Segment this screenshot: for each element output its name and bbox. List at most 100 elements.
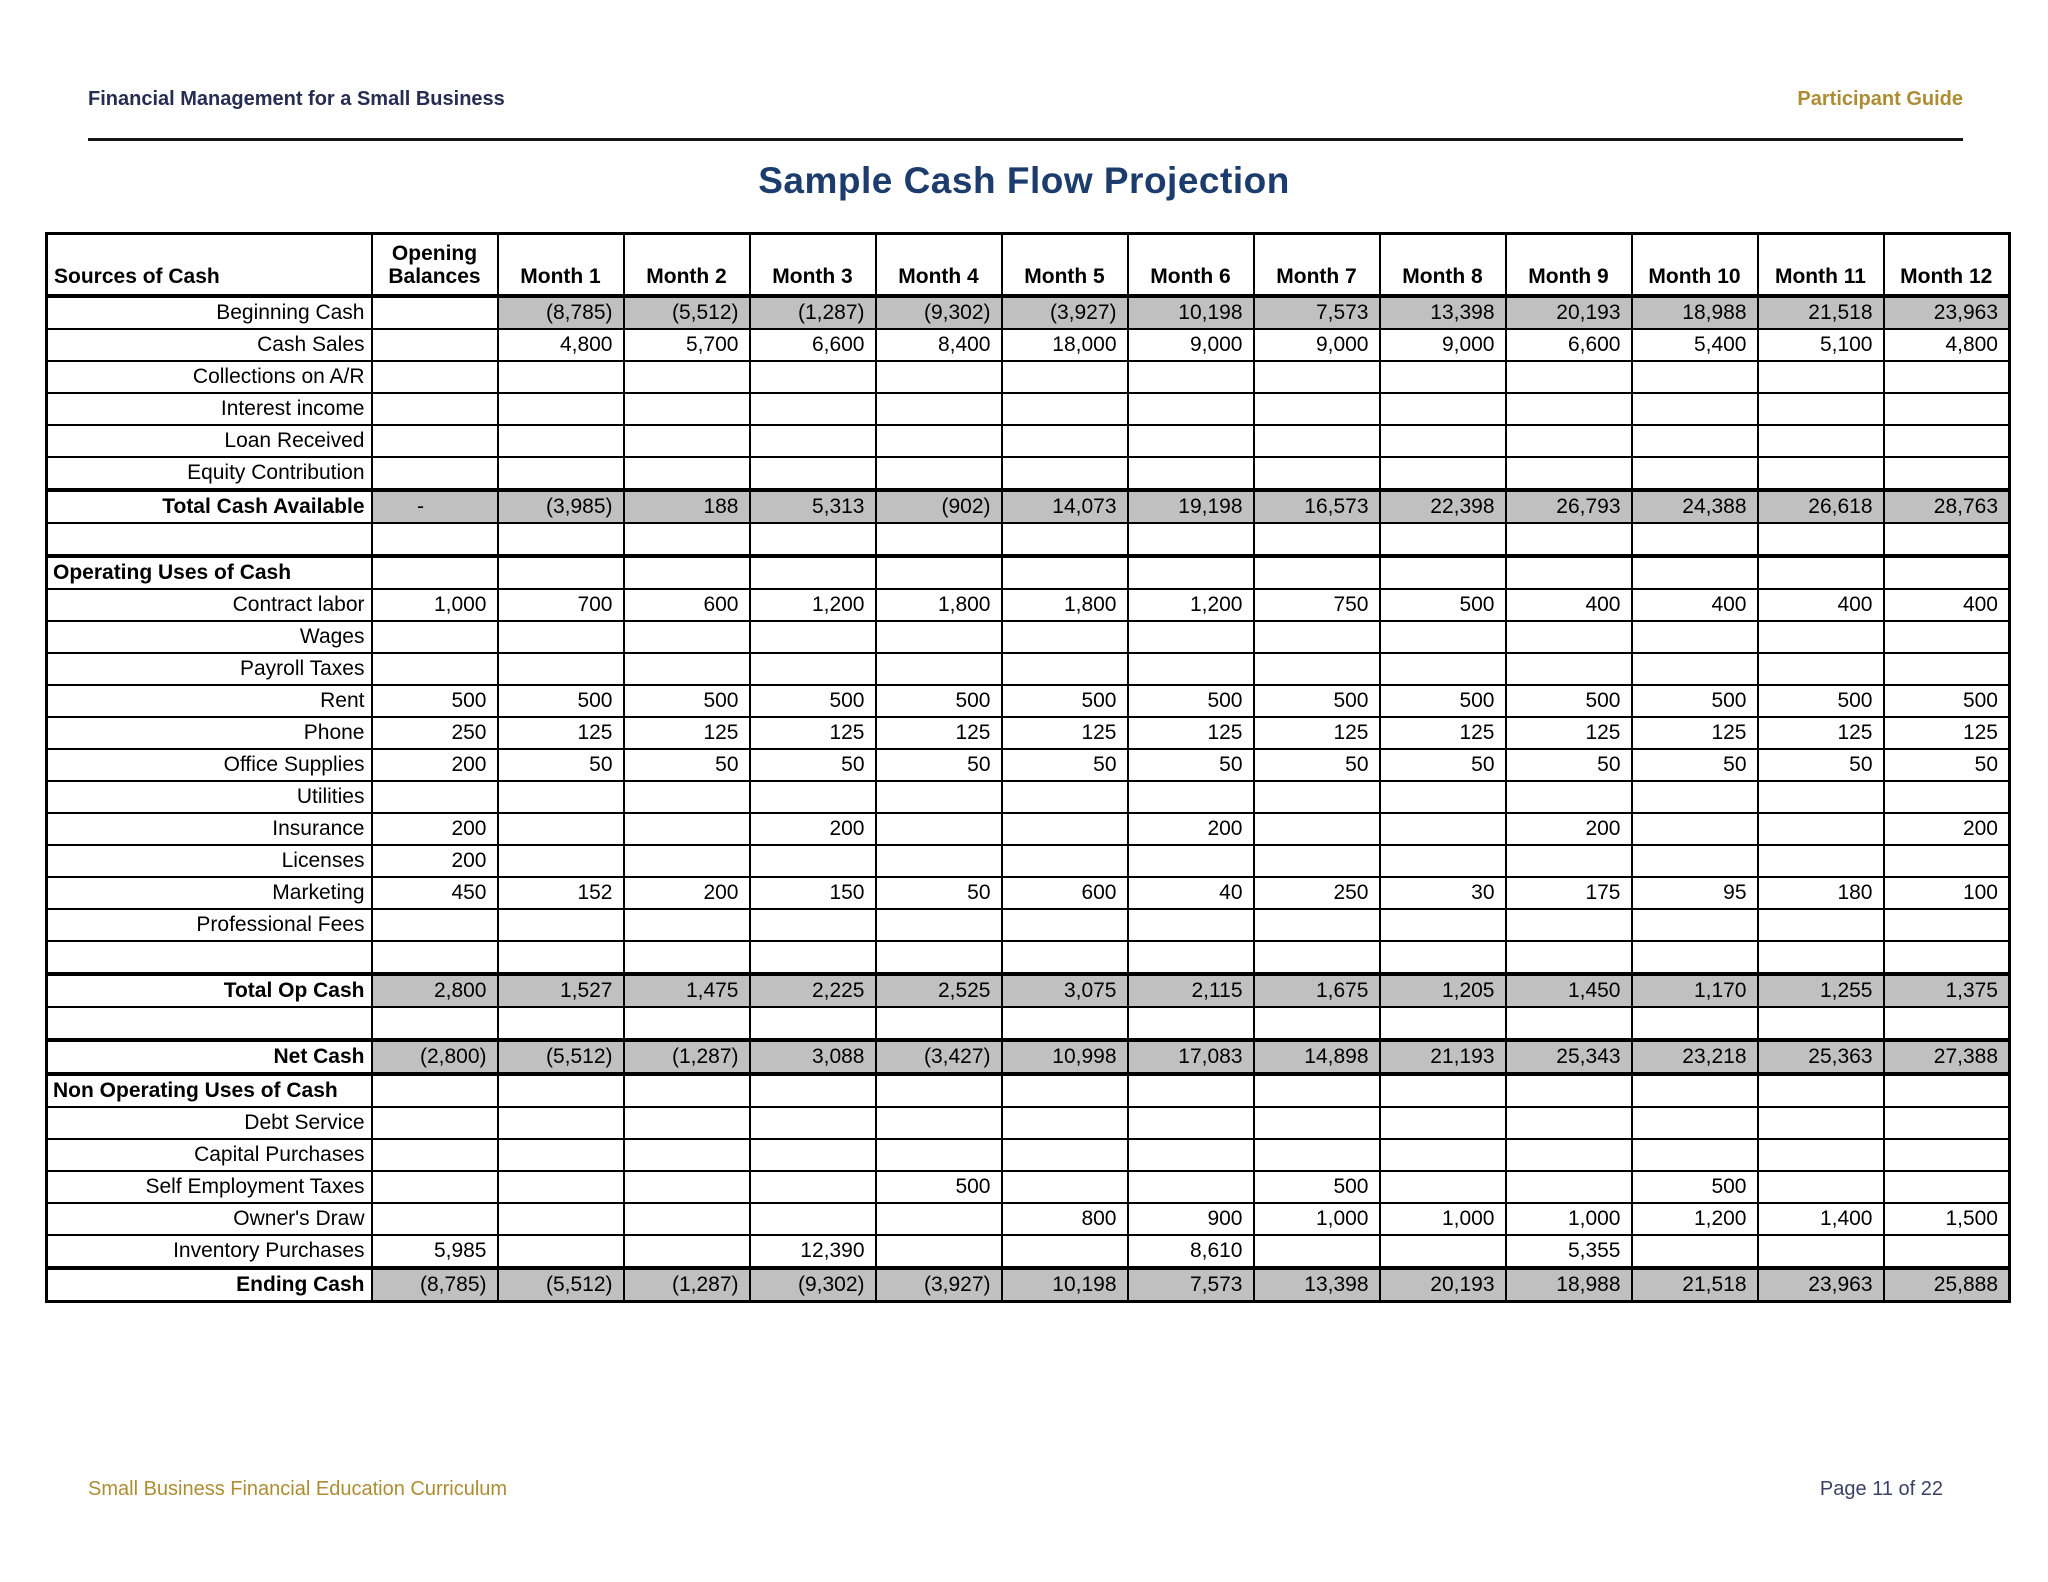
cell: 500 xyxy=(1630,1170,1759,1204)
cell xyxy=(1000,652,1129,686)
cell: 600 xyxy=(622,588,751,622)
table-row: Total Op Cash 2,800 1,527 1,475 2,225 2,525 3,… xyxy=(45,972,2011,1008)
cell: 500 xyxy=(1378,588,1507,622)
cell: 50 xyxy=(496,748,625,782)
cell: 200 xyxy=(370,844,499,878)
table-row: Inventory Purchases 5,985 12,390 8,610 5,355 xyxy=(45,1234,2011,1269)
cell: 17,083 xyxy=(1126,1038,1255,1075)
cell xyxy=(874,844,1003,878)
cell xyxy=(1756,1106,1885,1140)
cell xyxy=(1000,1072,1129,1108)
cell: 500 xyxy=(370,684,499,718)
row-label: Inventory Purchases xyxy=(45,1234,373,1269)
cell: 1,000 xyxy=(370,588,499,622)
cell: 23,963 xyxy=(1756,1266,1885,1303)
cell: 5,400 xyxy=(1630,328,1759,362)
cell: 50 xyxy=(874,876,1003,910)
cell: 50 xyxy=(1504,748,1633,782)
row-label: Wages xyxy=(45,620,373,654)
cell: (9,302) xyxy=(874,295,1003,330)
cell xyxy=(748,1106,877,1140)
cell: (3,427) xyxy=(874,1038,1003,1075)
cell: 200 xyxy=(622,876,751,910)
row-label: Payroll Taxes xyxy=(45,652,373,686)
cell xyxy=(1000,522,1129,557)
cell xyxy=(1378,456,1507,491)
cell: 21,193 xyxy=(1378,1038,1507,1075)
cell xyxy=(874,1006,1003,1041)
table-row: Beginning Cash (8,785) (5,512) (1,287) (9,30… xyxy=(45,295,2011,330)
cell xyxy=(874,456,1003,491)
cell: 1,400 xyxy=(1756,1202,1885,1236)
cell: 500 xyxy=(1630,684,1759,718)
cell: - xyxy=(370,488,499,524)
cell xyxy=(748,1170,877,1204)
cell xyxy=(1378,844,1507,878)
cell xyxy=(1252,780,1381,814)
cell xyxy=(370,780,499,814)
cell: 18,000 xyxy=(1000,328,1129,362)
cell: 500 xyxy=(1756,684,1885,718)
cell xyxy=(1000,1138,1129,1172)
cell: 1,200 xyxy=(1630,1202,1759,1236)
cell xyxy=(748,1072,877,1108)
cell: 400 xyxy=(1882,588,2011,622)
cell: 7,573 xyxy=(1252,295,1381,330)
cell: 125 xyxy=(1756,716,1885,750)
cell xyxy=(1378,652,1507,686)
table-row xyxy=(45,1006,2011,1041)
cell: 1,255 xyxy=(1756,972,1885,1008)
cell xyxy=(496,620,625,654)
cell: 14,898 xyxy=(1252,1038,1381,1075)
table-row: Office Supplies 200 50 50 50 50 50 50 50 50 50 50 50… xyxy=(45,748,2011,782)
cell: 1,205 xyxy=(1378,972,1507,1008)
cell xyxy=(496,554,625,590)
cell xyxy=(370,1202,499,1236)
cell xyxy=(496,1106,625,1140)
cell xyxy=(1504,1170,1633,1204)
row-label: Cash Sales xyxy=(45,328,373,362)
cell xyxy=(1630,424,1759,458)
cell xyxy=(1630,522,1759,557)
cell xyxy=(874,908,1003,942)
cell xyxy=(1882,780,2011,814)
column-header: Month 9 xyxy=(1504,232,1633,298)
cell xyxy=(1252,360,1381,394)
cell xyxy=(1630,1138,1759,1172)
cell xyxy=(1378,812,1507,846)
cell xyxy=(370,1006,499,1041)
cell xyxy=(1000,940,1129,975)
cell xyxy=(1756,1234,1885,1269)
cell xyxy=(1126,1138,1255,1172)
cell xyxy=(622,780,751,814)
column-header: Month 3 xyxy=(748,232,877,298)
column-header: Month 11 xyxy=(1756,232,1885,298)
cell xyxy=(1378,424,1507,458)
cell xyxy=(1882,940,2011,975)
cell: 125 xyxy=(496,716,625,750)
cell xyxy=(1630,620,1759,654)
cell xyxy=(1756,392,1885,426)
cell xyxy=(1504,652,1633,686)
cell xyxy=(1252,1006,1381,1041)
cell: 1,475 xyxy=(622,972,751,1008)
cell xyxy=(496,1006,625,1041)
cell xyxy=(1756,554,1885,590)
cell xyxy=(1756,940,1885,975)
cell xyxy=(1756,1170,1885,1204)
cell xyxy=(874,1202,1003,1236)
cell: 125 xyxy=(622,716,751,750)
cell xyxy=(748,1202,877,1236)
row-label: Professional Fees xyxy=(45,908,373,942)
cell xyxy=(1126,360,1255,394)
cell xyxy=(496,1170,625,1204)
cell xyxy=(1378,360,1507,394)
cell: 1,800 xyxy=(874,588,1003,622)
cell: 125 xyxy=(1000,716,1129,750)
cell xyxy=(874,652,1003,686)
cell: 50 xyxy=(622,748,751,782)
cell: 50 xyxy=(1252,748,1381,782)
cell: 23,218 xyxy=(1630,1038,1759,1075)
cell xyxy=(1252,940,1381,975)
cell: 13,398 xyxy=(1252,1266,1381,1303)
